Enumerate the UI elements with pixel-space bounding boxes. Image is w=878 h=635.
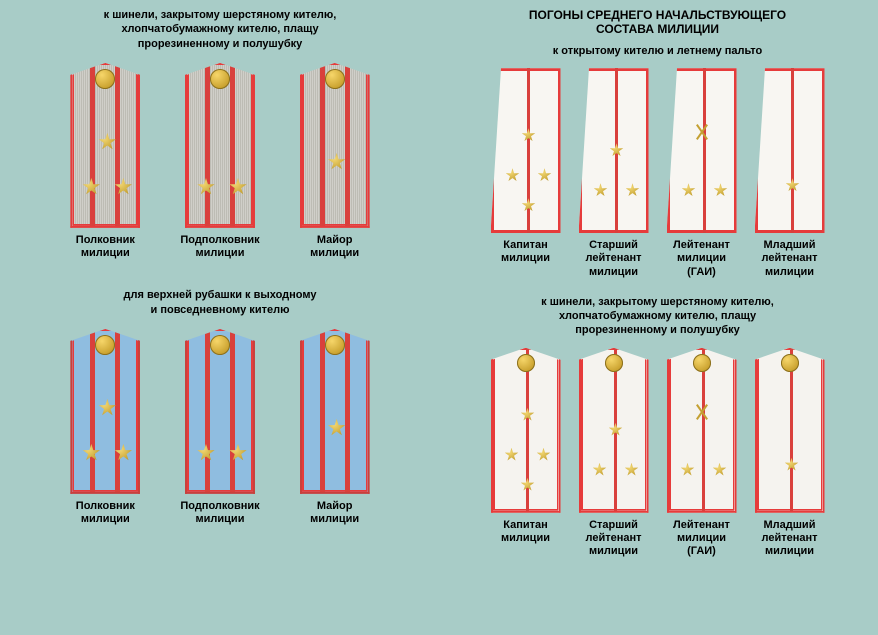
shoulder-board: Младший лейтенант милиции (755, 68, 825, 279)
rank-label: Полковник милиции (76, 500, 135, 526)
rank-label: Лейтенант милиции (ГАИ) (673, 519, 730, 559)
shoulder-board: Младший лейтенант милиции (755, 348, 825, 559)
shoulder-board: Подполковник милиции (180, 63, 259, 260)
rank-label: Полковник милиции (76, 234, 135, 260)
left-header-2: для верхней рубашки к выходному и повсед… (20, 288, 420, 317)
rank-label: Младший лейтенант милиции (761, 239, 817, 279)
left-column: к шинели, закрытому шерстяному кителю, х… (20, 8, 420, 526)
epaulette-senior-blue (300, 329, 370, 494)
rank-label: Лейтенант милиции (ГАИ) (673, 239, 730, 279)
row-senior-grey: Полковник милиции Подполковник милиции Май… (20, 63, 420, 260)
shoulder-board: Лейтенант милиции (ГАИ) (667, 68, 737, 279)
epaulette-mid-hex (579, 348, 649, 513)
shoulder-board: Лейтенант милиции (ГАИ) (667, 348, 737, 559)
epaulette-senior-blue (70, 329, 140, 494)
epaulette-senior-grey (185, 63, 255, 228)
rank-label: Подполковник милиции (180, 500, 259, 526)
epaulette-senior-blue (185, 329, 255, 494)
right-header-2: к шинели, закрытому шерстяному кителю, х… (450, 295, 865, 338)
rank-label: Капитан милиции (501, 519, 550, 545)
rank-label: Майор милиции (310, 500, 359, 526)
shoulder-board: Майор милиции (300, 63, 370, 260)
main-title: ПОГОНЫ СРЕДНЕГО НАЧАЛЬСТВУЮЩЕГО СОСТАВА … (450, 8, 865, 36)
rank-label: Младший лейтенант милиции (761, 519, 817, 559)
shoulder-board: Полковник милиции (70, 329, 140, 526)
shoulder-board: Капитан милиции (491, 68, 561, 279)
row-mid-trap: Капитан милиции Старший лейтенант милиции… (450, 68, 865, 279)
epaulette-mid-trap (491, 68, 561, 233)
left-header-1: к шинели, закрытому шерстяному кителю, х… (20, 8, 420, 51)
shoulder-board: Капитан милиции (491, 348, 561, 559)
epaulette-mid-trap (755, 68, 825, 233)
rank-label: Подполковник милиции (180, 234, 259, 260)
epaulette-mid-trap (579, 68, 649, 233)
rank-label: Старший лейтенант милиции (585, 519, 641, 559)
shoulder-board: Майор милиции (300, 329, 370, 526)
right-column: ПОГОНЫ СРЕДНЕГО НАЧАЛЬСТВУЮЩЕГО СОСТАВА … (450, 8, 865, 558)
epaulette-mid-trap (667, 68, 737, 233)
epaulette-senior-grey (300, 63, 370, 228)
epaulette-mid-hex (491, 348, 561, 513)
shoulder-board: Подполковник милиции (180, 329, 259, 526)
epaulette-senior-grey (70, 63, 140, 228)
right-header-1: к открытому кителю и летнему пальто (450, 44, 865, 58)
shoulder-board: Старший лейтенант милиции (579, 68, 649, 279)
rank-label: Капитан милиции (501, 239, 550, 265)
epaulette-mid-hex (667, 348, 737, 513)
row-senior-blue: Полковник милиции Подполковник милиции Май… (20, 329, 420, 526)
row-mid-hex: Капитан милиции Старший лейтенант милиции… (450, 348, 865, 559)
rank-label: Майор милиции (310, 234, 359, 260)
shoulder-board: Старший лейтенант милиции (579, 348, 649, 559)
epaulette-mid-hex (755, 348, 825, 513)
shoulder-board: Полковник милиции (70, 63, 140, 260)
rank-label: Старший лейтенант милиции (585, 239, 641, 279)
